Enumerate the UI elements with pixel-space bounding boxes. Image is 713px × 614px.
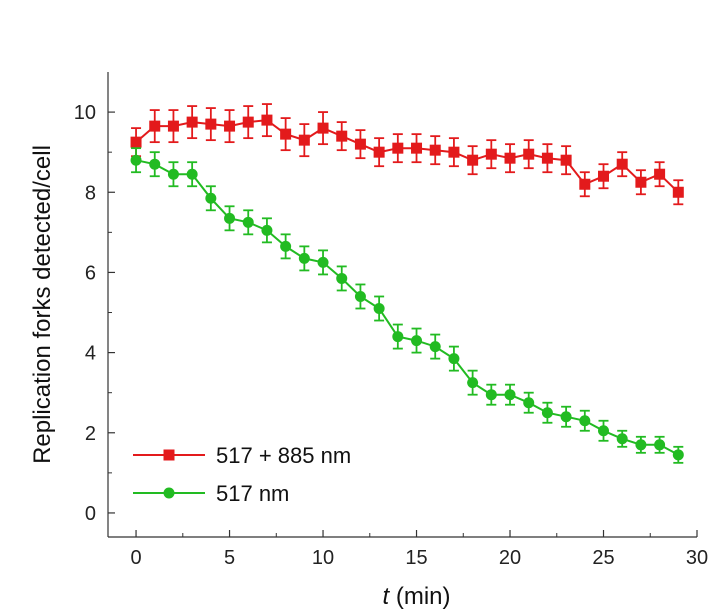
x-axis-label: t (min) <box>383 583 451 610</box>
data-point-square <box>560 154 572 166</box>
x-tick-label: 10 <box>312 547 334 569</box>
series-2 <box>130 147 684 464</box>
data-point-square <box>635 176 647 188</box>
data-point-square <box>317 122 329 134</box>
data-point-circle <box>186 168 198 180</box>
data-point-circle <box>523 397 535 409</box>
data-point-circle <box>392 331 404 343</box>
y-ticks: 0 2 4 6 8 10 <box>74 102 115 525</box>
data-point-square <box>579 178 591 190</box>
legend-label-series-2: 517 nm <box>216 481 289 506</box>
data-point-square <box>186 116 198 128</box>
x-tick-label: 0 <box>130 547 141 569</box>
data-point-circle <box>598 425 610 437</box>
series-line <box>135 119 679 194</box>
data-point-circle <box>467 377 479 389</box>
data-point-square <box>242 116 254 128</box>
data-point-circle <box>261 224 273 236</box>
y-tick-label: 10 <box>74 102 96 124</box>
legend-label-series-1: 517 + 885 nm <box>216 443 351 468</box>
data-point-square <box>392 142 404 154</box>
data-point-circle <box>672 449 684 461</box>
legend: 517 + 885 nm 517 nm <box>133 443 351 506</box>
data-point-square <box>336 130 348 142</box>
series-line <box>135 159 679 456</box>
data-point-circle <box>317 256 329 268</box>
data-point-circle <box>448 353 460 365</box>
data-point-square <box>224 120 236 132</box>
y-tick-label: 8 <box>85 182 96 204</box>
data-point-square <box>205 118 217 130</box>
data-point-circle <box>504 389 516 401</box>
series-layer <box>130 103 684 464</box>
data-point-square <box>523 148 535 160</box>
x-tick-label: 20 <box>499 547 521 569</box>
data-point-square <box>429 144 441 156</box>
data-point-square <box>280 128 292 140</box>
data-point-circle <box>149 158 161 170</box>
x-tick-label: 25 <box>592 547 614 569</box>
data-point-square <box>598 170 610 182</box>
x-axis-label-unit: (min) <box>389 583 450 610</box>
data-point-circle <box>411 335 423 347</box>
data-point-square <box>261 114 273 126</box>
data-point-circle <box>130 154 142 166</box>
series-1 <box>130 103 684 206</box>
x-tick-label: 15 <box>405 547 427 569</box>
data-point-circle <box>579 415 591 427</box>
data-point-circle <box>167 168 179 180</box>
data-point-square <box>616 158 628 170</box>
data-point-circle <box>635 439 647 451</box>
data-point-square <box>448 146 460 158</box>
data-point-circle <box>354 290 366 302</box>
y-tick-label: 0 <box>85 503 96 525</box>
data-point-circle <box>205 192 217 204</box>
legend-square-marker <box>163 449 175 461</box>
data-point-circle <box>560 411 572 423</box>
data-point-circle <box>280 240 292 252</box>
data-point-circle <box>336 272 348 284</box>
data-point-square <box>149 120 161 132</box>
y-tick-label: 4 <box>85 343 96 365</box>
legend-item-series-2: 517 nm <box>133 481 289 506</box>
data-point-square <box>541 152 553 164</box>
data-point-square <box>504 152 516 164</box>
x-axis-label-variable: t <box>383 583 391 610</box>
data-point-square <box>130 136 142 148</box>
x-tick-label: 5 <box>224 547 235 569</box>
legend-circle-marker <box>163 487 175 499</box>
data-point-circle <box>224 212 236 224</box>
data-point-square <box>654 168 666 180</box>
data-point-square <box>167 120 179 132</box>
data-point-circle <box>373 303 385 315</box>
y-tick-label: 2 <box>85 423 96 445</box>
data-point-square <box>354 138 366 150</box>
data-point-circle <box>541 407 553 419</box>
y-axis-label: Replication forks detected/cell <box>29 145 56 464</box>
axes <box>107 72 697 538</box>
x-tick-label: 30 <box>686 547 708 569</box>
data-point-square <box>485 148 497 160</box>
y-tick-label: 6 <box>85 262 96 284</box>
x-ticks: 0 5 10 15 20 25 30 <box>130 530 708 569</box>
data-point-square <box>411 142 423 154</box>
data-point-circle <box>298 252 310 264</box>
data-point-square <box>467 154 479 166</box>
legend-item-series-1: 517 + 885 nm <box>133 443 351 468</box>
data-point-circle <box>429 341 441 353</box>
data-point-circle <box>654 439 666 451</box>
data-point-circle <box>485 389 497 401</box>
data-point-square <box>373 146 385 158</box>
data-point-circle <box>242 216 254 228</box>
data-point-circle <box>616 433 628 445</box>
data-point-square <box>298 134 310 146</box>
data-point-square <box>672 186 684 198</box>
